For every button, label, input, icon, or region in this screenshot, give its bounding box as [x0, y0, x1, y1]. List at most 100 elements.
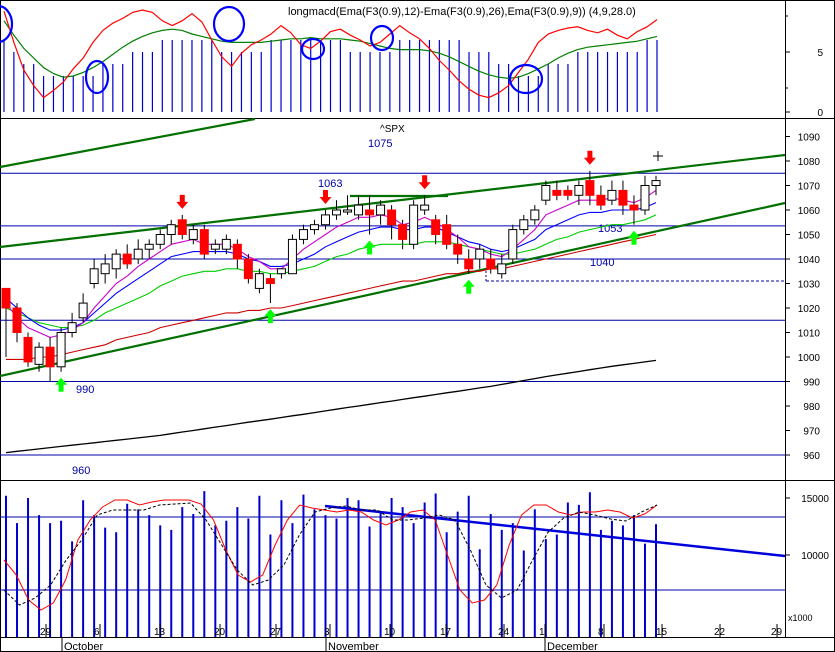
candle-body — [188, 229, 198, 240]
x-axis: 29 6 13 20 27 3 10 17 24 1 8 15 22 29 October November D… — [40, 624, 783, 652]
candle-body — [552, 189, 562, 196]
highlight-circle — [0, 5, 14, 43]
sell-arrow — [319, 190, 332, 204]
x-day-label: 24 — [498, 627, 510, 638]
candle-body — [166, 224, 176, 235]
x-day-label: 8 — [598, 627, 604, 638]
price-y-tick-label: 1090 — [798, 133, 821, 144]
candle-body — [508, 229, 518, 260]
candle-body — [12, 307, 22, 333]
macd-panel: 50 — [0, 5, 823, 119]
x-day-label: 27 — [270, 627, 282, 638]
candle-body — [497, 263, 507, 275]
candle-body — [464, 258, 474, 270]
buy-arrow — [55, 377, 68, 392]
sell-arrow — [583, 150, 596, 165]
buy-arrow — [462, 279, 475, 294]
price-y-tick-label: 1070 — [798, 182, 821, 193]
x-day-label: 10 — [384, 627, 396, 638]
candle-body — [276, 268, 286, 275]
candle-body — [100, 263, 110, 275]
candle-body — [475, 248, 485, 260]
x-day-label: 22 — [714, 627, 726, 638]
candle-body — [398, 224, 408, 240]
highlight-circle — [212, 5, 246, 43]
candle-body — [89, 268, 99, 284]
candle-body — [155, 234, 165, 245]
macd-line — [3, 9, 658, 99]
oscillator-line — [3, 499, 658, 611]
candle-body — [320, 214, 330, 226]
price-y-tick-label: 970 — [803, 427, 820, 438]
highlight-circle — [84, 59, 110, 95]
volume-trendline — [324, 504, 786, 558]
price-symbol: ^SPX — [380, 124, 405, 135]
x-day-label: 20 — [214, 627, 226, 638]
macd-signal-line — [3, 20, 658, 80]
highlight-circle — [300, 37, 326, 61]
x-day-label: 29 — [40, 627, 52, 638]
candle-body — [56, 332, 66, 368]
buy-arrow — [363, 240, 376, 255]
candle-body — [1, 287, 11, 309]
price-y-tick-label: 1020 — [798, 304, 821, 315]
buy-arrow — [264, 309, 277, 324]
candle-body — [574, 185, 584, 196]
candle-body — [232, 243, 242, 260]
x-day-label: 15 — [656, 627, 668, 638]
price-y-tick-label: 990 — [803, 378, 820, 389]
level-label: 990 — [76, 384, 94, 396]
candle-body — [618, 189, 628, 206]
trendline — [0, 201, 786, 378]
candle-body — [365, 209, 375, 216]
price-y-tick-label: 980 — [803, 402, 820, 413]
ema-slow-line — [5, 214, 657, 329]
buy-arrow — [627, 230, 640, 245]
candle-body — [354, 204, 364, 216]
candle-body — [45, 346, 55, 368]
x-day-label: 13 — [154, 627, 166, 638]
candle-body — [409, 204, 419, 245]
price-y-tick-label: 960 — [803, 451, 820, 462]
candle-body — [199, 229, 209, 255]
volume-y-tick-label: 15000 — [801, 494, 829, 505]
x-month-label: November — [328, 641, 379, 652]
volume-panel: 15000 10000 — [0, 491, 829, 637]
x-day-label: 3 — [324, 627, 330, 638]
candle-body — [332, 209, 342, 216]
candle-body — [78, 302, 88, 319]
price-y-tick-label: 1060 — [798, 206, 821, 217]
candle-body — [177, 219, 187, 236]
level-label: 1063 — [318, 178, 342, 190]
price-y-tick-label: 1000 — [798, 353, 821, 364]
x-day-label: 17 — [440, 627, 452, 638]
volume-y-tick-label: 10000 — [801, 551, 829, 562]
candle-body — [596, 194, 606, 206]
price-y-tick-label: 1050 — [798, 231, 821, 242]
macd-y-tick-label: 0 — [817, 108, 823, 119]
level-label: 1075 — [368, 138, 392, 150]
trendline — [0, 117, 256, 169]
candle-body — [265, 278, 275, 285]
candle-body — [585, 180, 595, 196]
trendline — [0, 153, 786, 249]
level-label: 1040 — [590, 257, 614, 269]
candle-body — [607, 189, 617, 201]
candle-body — [254, 273, 264, 289]
candle-body — [210, 243, 220, 250]
candle-body — [243, 258, 253, 280]
highlight-circle — [369, 24, 395, 52]
candle-body — [486, 258, 496, 270]
sell-arrow — [176, 194, 189, 209]
x-month-label: October — [64, 641, 103, 652]
candle-body — [287, 238, 297, 275]
candle-body — [23, 336, 33, 363]
candle-body — [651, 180, 661, 187]
candle-body — [298, 229, 308, 240]
highlight-circle — [508, 63, 544, 95]
candle-body — [453, 243, 463, 255]
x-day-label: 6 — [94, 627, 100, 638]
volume-unit: x1000 — [788, 613, 813, 623]
